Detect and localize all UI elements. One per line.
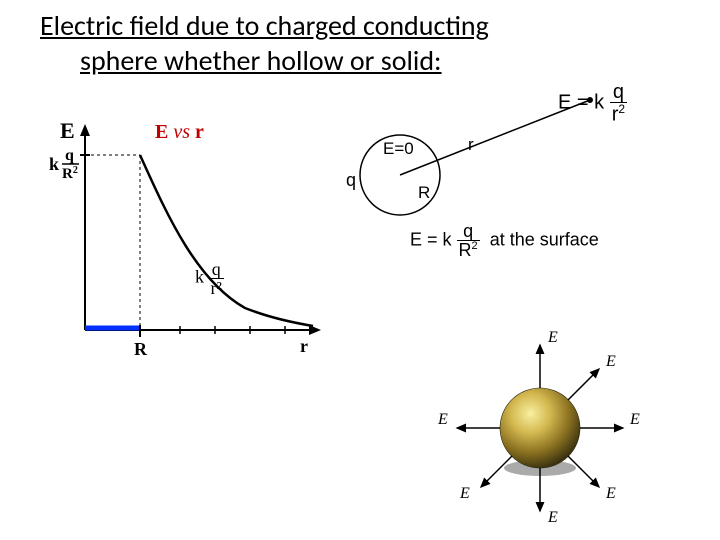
E-label: E [547, 329, 558, 346]
E-label: E [437, 411, 448, 428]
E-label: E [629, 411, 640, 428]
E-label: E [605, 485, 616, 502]
E-arrow-dl [481, 456, 512, 487]
metal-sphere-diagram: E E E E E E E [0, 0, 720, 540]
E-arrow-ur [568, 369, 599, 400]
E-label: E [605, 353, 616, 370]
E-arrow-dr [568, 456, 599, 487]
E-label: E [547, 509, 558, 526]
E-label: E [459, 485, 470, 502]
